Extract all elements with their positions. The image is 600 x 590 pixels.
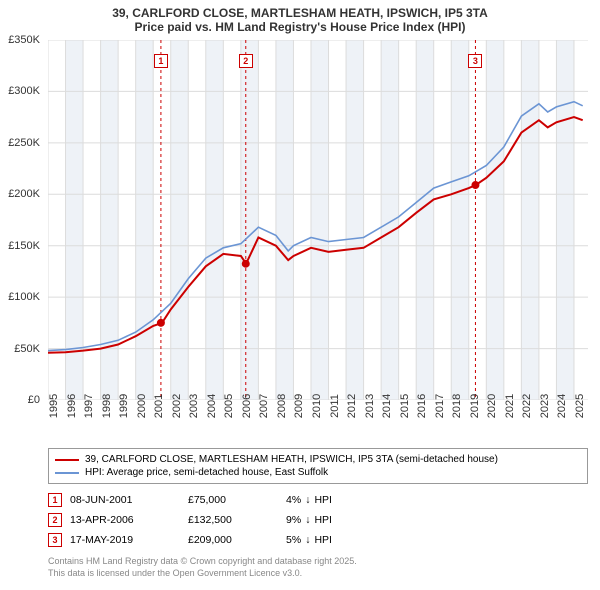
x-tick-label: 2001	[153, 394, 165, 418]
x-tick-label: 2007	[258, 394, 270, 418]
sales-row: 3 17-MAY-2019 £209,000 5% ↓ HPI	[48, 530, 588, 550]
sales-row-date: 08-JUN-2001	[70, 494, 180, 506]
chart-area: £0£50K£100K£150K£200K£250K£300K£350K 123	[48, 40, 588, 400]
year-band	[136, 40, 154, 400]
sales-diff-pct: 4%	[286, 494, 301, 506]
x-tick-label: 2016	[416, 394, 428, 418]
x-tick-label: 2017	[434, 394, 446, 418]
year-band	[311, 40, 329, 400]
x-tick-label: 2010	[311, 394, 323, 418]
y-tick-label: £0	[28, 394, 40, 406]
title-block: 39, CARLFORD CLOSE, MARTLESHAM HEATH, IP…	[0, 0, 600, 36]
x-tick-label: 2009	[293, 394, 305, 418]
x-tick-label: 2024	[556, 394, 568, 418]
year-band	[276, 40, 294, 400]
legend-label: HPI: Average price, semi-detached house,…	[85, 467, 328, 478]
arrow-down-icon: ↓	[305, 514, 310, 526]
legend-swatch	[55, 472, 79, 474]
year-band	[66, 40, 84, 400]
y-tick-label: £350K	[8, 34, 40, 46]
legend: 39, CARLFORD CLOSE, MARTLESHAM HEATH, IP…	[48, 448, 588, 484]
x-tick-label: 1998	[101, 394, 113, 418]
sales-table: 1 08-JUN-2001 £75,000 4% ↓ HPI 2 13-APR-…	[48, 490, 588, 550]
y-tick-label: £150K	[8, 240, 40, 252]
arrow-down-icon: ↓	[305, 534, 310, 546]
sales-diff-pct: 9%	[286, 514, 301, 526]
x-tick-label: 1996	[66, 394, 78, 418]
chart-container: 39, CARLFORD CLOSE, MARTLESHAM HEATH, IP…	[0, 0, 600, 590]
legend-swatch	[55, 459, 79, 461]
year-band	[381, 40, 399, 400]
footer-line1: Contains HM Land Registry data © Crown c…	[48, 556, 588, 568]
x-tick-label: 2014	[381, 394, 393, 418]
year-band	[556, 40, 574, 400]
x-tick-label: 2019	[469, 394, 481, 418]
year-band	[486, 40, 504, 400]
x-tick-label: 2004	[206, 394, 218, 418]
year-band	[451, 40, 469, 400]
sales-diff-pct: 5%	[286, 534, 301, 546]
title-subtitle: Price paid vs. HM Land Registry's House …	[10, 20, 590, 34]
plot-svg	[48, 40, 588, 400]
x-tick-label: 1997	[83, 394, 95, 418]
x-tick-label: 2020	[486, 394, 498, 418]
footer: Contains HM Land Registry data © Crown c…	[48, 556, 588, 579]
year-band	[241, 40, 259, 400]
x-tick-label: 2021	[504, 394, 516, 418]
sale-marker-number: 1	[154, 54, 168, 68]
sales-row-diff: 9% ↓ HPI	[286, 514, 332, 526]
x-tick-label: 2015	[399, 394, 411, 418]
year-band	[346, 40, 364, 400]
x-tick-label: 2002	[171, 394, 183, 418]
x-tick-label: 1999	[118, 394, 130, 418]
x-tick-label: 2025	[574, 394, 586, 418]
legend-row: HPI: Average price, semi-detached house,…	[55, 466, 581, 479]
sales-row-marker: 3	[48, 533, 62, 547]
x-axis: 1995199619971998199920002001200220032004…	[48, 400, 588, 440]
legend-row: 39, CARLFORD CLOSE, MARTLESHAM HEATH, IP…	[55, 453, 581, 466]
sale-marker-number: 2	[239, 54, 253, 68]
legend-label: 39, CARLFORD CLOSE, MARTLESHAM HEATH, IP…	[85, 454, 498, 465]
sales-diff-vs: HPI	[314, 514, 332, 526]
sales-row-date: 13-APR-2006	[70, 514, 180, 526]
title-address: 39, CARLFORD CLOSE, MARTLESHAM HEATH, IP…	[10, 6, 590, 20]
year-band	[521, 40, 539, 400]
sales-row: 2 13-APR-2006 £132,500 9% ↓ HPI	[48, 510, 588, 530]
x-tick-label: 2012	[346, 394, 358, 418]
arrow-down-icon: ↓	[305, 494, 310, 506]
sales-row-price: £209,000	[188, 534, 278, 546]
sales-row-date: 17-MAY-2019	[70, 534, 180, 546]
x-tick-label: 2008	[276, 394, 288, 418]
x-tick-label: 2013	[364, 394, 376, 418]
y-axis: £0£50K£100K£150K£200K£250K£300K£350K	[0, 40, 44, 400]
sales-row-price: £75,000	[188, 494, 278, 506]
sales-row-price: £132,500	[188, 514, 278, 526]
x-tick-label: 2022	[521, 394, 533, 418]
sales-row-diff: 4% ↓ HPI	[286, 494, 332, 506]
x-tick-label: 1995	[48, 394, 60, 418]
y-tick-label: £50K	[14, 343, 40, 355]
x-tick-label: 2018	[451, 394, 463, 418]
sales-row-marker: 2	[48, 513, 62, 527]
y-tick-label: £100K	[8, 291, 40, 303]
x-tick-label: 2005	[223, 394, 235, 418]
x-tick-label: 2006	[241, 394, 253, 418]
sales-diff-vs: HPI	[314, 534, 332, 546]
x-tick-label: 2023	[539, 394, 551, 418]
sales-row: 1 08-JUN-2001 £75,000 4% ↓ HPI	[48, 490, 588, 510]
y-tick-label: £250K	[8, 137, 40, 149]
y-tick-label: £200K	[8, 188, 40, 200]
sales-diff-vs: HPI	[314, 494, 332, 506]
year-band	[206, 40, 224, 400]
footer-line2: This data is licensed under the Open Gov…	[48, 568, 588, 580]
x-tick-label: 2003	[188, 394, 200, 418]
x-tick-label: 2000	[136, 394, 148, 418]
sale-marker-number: 3	[468, 54, 482, 68]
year-band	[416, 40, 434, 400]
sales-row-diff: 5% ↓ HPI	[286, 534, 332, 546]
x-tick-label: 2011	[329, 394, 341, 418]
year-band	[171, 40, 189, 400]
sales-row-marker: 1	[48, 493, 62, 507]
y-tick-label: £300K	[8, 85, 40, 97]
